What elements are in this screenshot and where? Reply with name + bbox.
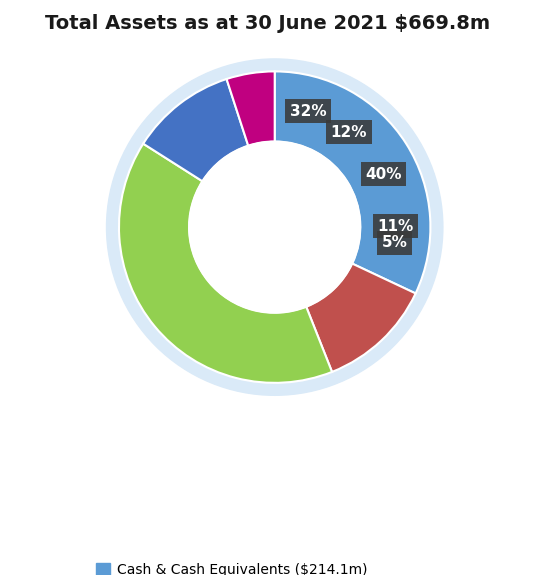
Text: 12%: 12% — [331, 125, 367, 140]
Text: 32%: 32% — [289, 104, 326, 118]
Text: 40%: 40% — [365, 167, 401, 182]
Text: 5%: 5% — [382, 235, 407, 250]
Wedge shape — [119, 144, 332, 383]
Legend: Cash & Cash Equivalents ($214.1m), Land & Land Held for Sale ($80.9m), Buildings: Cash & Cash Equivalents ($214.1m), Land … — [96, 563, 453, 575]
Text: Total Assets as at 30 June 2021 $669.8m: Total Assets as at 30 June 2021 $669.8m — [46, 14, 490, 33]
Wedge shape — [306, 263, 415, 372]
Wedge shape — [274, 71, 430, 293]
Circle shape — [107, 59, 443, 396]
Wedge shape — [227, 71, 275, 145]
Circle shape — [189, 141, 360, 313]
Wedge shape — [143, 79, 248, 181]
Text: 11%: 11% — [377, 218, 413, 233]
